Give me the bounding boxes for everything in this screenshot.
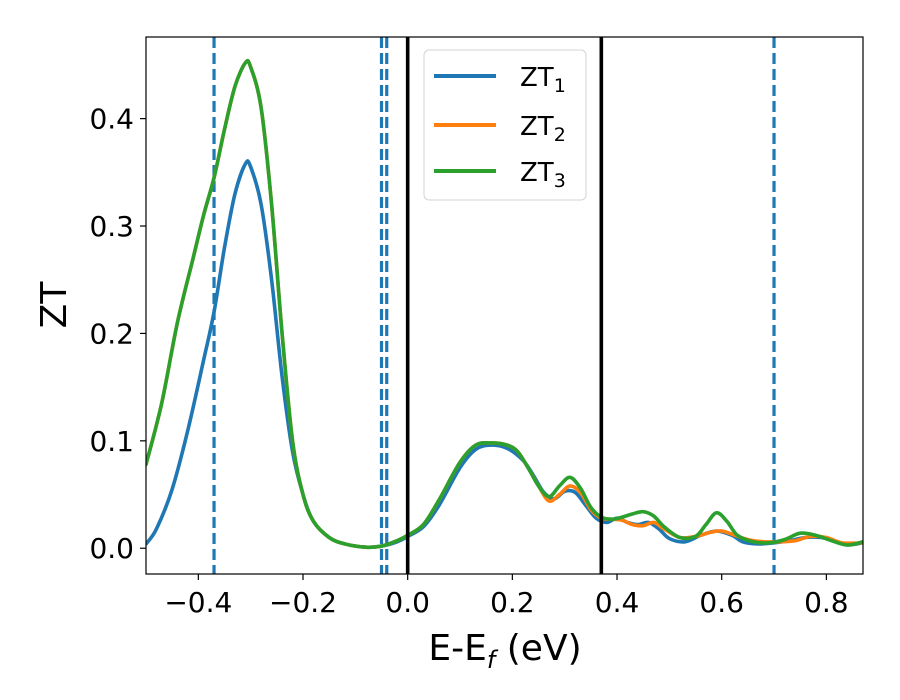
y-tick-label: 0.0: [89, 532, 134, 565]
series-line-zt3: [146, 58, 863, 550]
x-tick-label: 0.8: [804, 586, 849, 619]
y-tick-label: 0.4: [89, 103, 134, 136]
series-line-zt1: [146, 159, 863, 550]
x-tick-label: −0.4: [164, 586, 232, 619]
y-tick-label: 0.3: [89, 210, 134, 243]
legend-label-zt3-subscript: 3: [554, 170, 566, 192]
legend-box: [423, 49, 587, 201]
legend-label-zt1-main: ZT: [520, 63, 554, 93]
x-axis-label: E-Ef (eV): [428, 628, 581, 674]
legend-label-zt2-subscript: 2: [554, 124, 566, 146]
legend: ZT1 ZT2 ZT3: [423, 49, 587, 201]
y-axis: 0.0 0.1 0.2 0.3 0.4: [89, 103, 146, 565]
y-tick-label: 0.2: [89, 317, 134, 350]
legend-label-zt1: ZT1: [520, 63, 566, 97]
x-tick-label: 0.6: [699, 586, 744, 619]
y-tick-label: 0.1: [89, 425, 134, 458]
legend-label-zt3: ZT3: [520, 158, 566, 192]
legend-label-zt2-main: ZT: [520, 112, 554, 142]
y-axis-label: ZT: [34, 281, 75, 329]
x-axis: −0.4 −0.2 0.0 0.2 0.4 0.6 0.8: [164, 574, 849, 619]
plot-content: [146, 37, 863, 574]
x-axis-label-unit: (eV): [495, 628, 581, 669]
x-tick-label: −0.2: [269, 586, 337, 619]
x-tick-label: 0.0: [385, 586, 430, 619]
legend-label-zt3-main: ZT: [520, 158, 554, 188]
x-axis-label-main: E-E: [428, 628, 486, 669]
x-tick-label: 0.4: [595, 586, 640, 619]
x-tick-label: 0.2: [490, 586, 535, 619]
legend-label-zt2: ZT2: [520, 112, 566, 146]
plot-area: [146, 37, 863, 574]
plot-frame: [145, 36, 864, 575]
legend-label-zt1-subscript: 1: [554, 75, 566, 97]
